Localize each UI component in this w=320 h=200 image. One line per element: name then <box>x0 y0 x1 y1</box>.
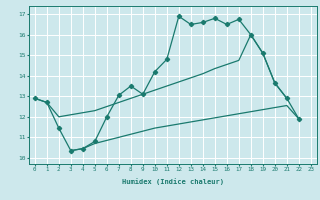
X-axis label: Humidex (Indice chaleur): Humidex (Indice chaleur) <box>122 178 224 185</box>
